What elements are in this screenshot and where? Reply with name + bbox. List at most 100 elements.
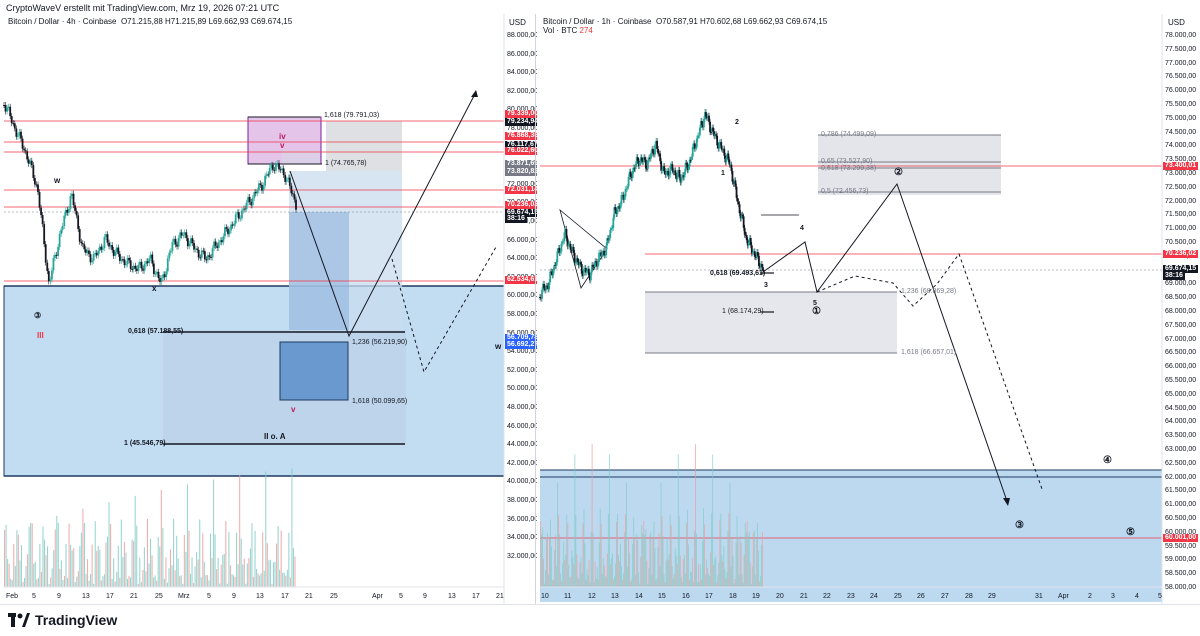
- candle-body: [628, 171, 631, 177]
- candle-body: [690, 156, 693, 160]
- volume-bar: [177, 558, 179, 587]
- candle-body: [656, 140, 659, 150]
- candle-body: [578, 262, 581, 266]
- volume-bar: [206, 575, 208, 587]
- left-symbol-legend[interactable]: Bitcoin / Dollar · 4h · Coinbase O71.215…: [8, 17, 292, 26]
- volume-bar: [48, 583, 50, 587]
- volume-bar: [23, 578, 26, 587]
- time-axis-tick: Apr: [372, 593, 383, 600]
- candle-body: [157, 271, 160, 278]
- volume-bar: [734, 579, 736, 587]
- candle-body: [228, 230, 231, 235]
- price-axis-tick: 75.000,00: [1165, 114, 1197, 122]
- volume-bar: [585, 579, 587, 587]
- candle-body: [26, 151, 29, 160]
- price-axis-tick: 72.000,00: [507, 180, 539, 188]
- volume-bar: [616, 521, 617, 587]
- chart-credit: CryptoWaveV erstellt mit TradingView.com…: [6, 3, 280, 13]
- candle-body: [254, 192, 257, 194]
- price-axis-tick: 50.000,00: [507, 385, 539, 393]
- candle-body: [264, 175, 267, 186]
- volume-bar: [234, 576, 236, 587]
- left-chart-pane[interactable]: Bitcoin / Dollar · 4h · Coinbase O71.215…: [0, 14, 541, 604]
- price-tag: 56.709,78: [505, 334, 541, 342]
- volume-bar: [292, 548, 295, 587]
- candle-body: [729, 164, 732, 166]
- candle-body: [650, 153, 652, 159]
- volume-bar: [564, 560, 566, 587]
- price-axis-tick: 78.000,00: [507, 125, 539, 132]
- price-tag: 79.234,94: [505, 118, 541, 126]
- volume-bar: [680, 577, 682, 587]
- volume-bar: [4, 530, 6, 587]
- volume-bar: [130, 577, 132, 587]
- candle-body: [726, 153, 729, 158]
- candle-body: [270, 164, 273, 168]
- volume-bar: [56, 515, 58, 587]
- price-tag: 69.674,15: [1163, 265, 1199, 273]
- candle-body: [581, 273, 584, 276]
- candle-body: [17, 135, 19, 137]
- volume-bar: [599, 508, 601, 587]
- candle-body: [66, 209, 69, 213]
- volume-bar: [556, 566, 558, 587]
- candle-body: [555, 262, 558, 266]
- candle-body: [749, 237, 752, 246]
- right-chart-pane[interactable]: Bitcoin / Dollar · 1h · Coinbase O70.587…: [537, 14, 1200, 604]
- candle-body: [586, 268, 589, 272]
- volume-bar: [574, 454, 576, 587]
- volume-bar: [750, 583, 752, 587]
- tradingview-logo[interactable]: TradingView: [8, 612, 117, 628]
- volume-bar: [742, 583, 744, 587]
- volume-bar: [263, 570, 265, 587]
- wave-label: II o. A: [264, 432, 286, 441]
- candle-body: [556, 251, 559, 263]
- time-axis-tick: 5: [1158, 593, 1162, 600]
- candle-body: [295, 199, 297, 210]
- candle-body: [622, 194, 625, 200]
- volume-bar: [669, 515, 671, 587]
- candle-body: [741, 214, 744, 217]
- volume-bar: [667, 559, 669, 587]
- price-tag: 56.692,27: [505, 341, 541, 349]
- volume-bar: [692, 558, 693, 587]
- right-chart-canvas[interactable]: [537, 14, 1200, 604]
- left-chart-canvas[interactable]: [0, 14, 534, 604]
- candle-body: [84, 249, 87, 253]
- volume-bar: [97, 545, 99, 587]
- volume-bar: [236, 532, 238, 587]
- candle-body: [261, 184, 263, 191]
- volume-legend[interactable]: Vol · BTC 274: [543, 26, 593, 35]
- price-axis-tick: 76.000,00: [1165, 87, 1197, 95]
- volume-bar: [266, 543, 268, 587]
- volume-bar: [10, 578, 12, 587]
- volume-bar: [59, 568, 61, 587]
- volume-bar: [751, 566, 753, 587]
- candle-body: [634, 163, 637, 170]
- volume-bar: [211, 557, 213, 587]
- candle-body: [262, 185, 265, 191]
- volume-bar: [14, 566, 16, 587]
- volume-bar: [605, 576, 607, 587]
- time-axis-tick: 25: [330, 593, 338, 600]
- candle-body: [638, 161, 641, 166]
- candle-body: [664, 171, 667, 175]
- candle-body: [603, 250, 606, 256]
- candle-body: [256, 190, 259, 194]
- volume-bar: [733, 583, 735, 587]
- volume-bar: [562, 563, 564, 587]
- candle-body: [644, 159, 647, 169]
- volume-bar: [51, 568, 53, 587]
- pane-divider[interactable]: [535, 14, 536, 604]
- candle-body: [49, 279, 52, 282]
- price-tag: 76.117,67: [505, 141, 540, 149]
- volume-bar: [628, 537, 629, 587]
- right-symbol-legend[interactable]: Bitcoin / Dollar · 1h · Coinbase O70.587…: [543, 17, 827, 26]
- candle-body: [290, 185, 293, 194]
- candle-body: [137, 264, 140, 271]
- candle-body: [72, 193, 75, 206]
- volume-bar: [660, 482, 662, 587]
- volume-bar: [626, 482, 627, 587]
- fib-label: 0,786 (74.499,09): [821, 131, 877, 138]
- time-axis-tick: 27: [941, 593, 949, 600]
